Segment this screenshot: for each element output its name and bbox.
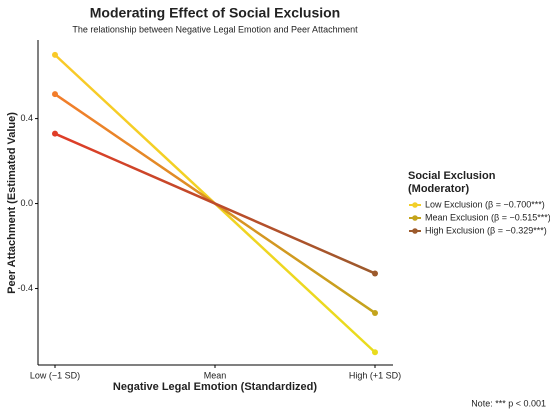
legend-key-dot [412,202,418,208]
legend-key-dot [412,228,418,234]
chart-subtitle: The relationship between Negative Legal … [72,24,358,34]
legend-label: Mean Exclusion (β = −0.515***) [425,212,550,222]
x-tick-label: High (+1 SD) [349,370,401,380]
x-tick-label: Low (−1 SD) [30,370,80,380]
point [372,270,378,277]
chart-title: Moderating Effect of Social Exclusion [90,5,340,21]
x-axis-title: Negative Legal Emotion (Standardized) [113,381,317,393]
x-tick-label: Mean [204,370,227,380]
legend-label: High Exclusion (β = −0.329***) [425,225,547,235]
legend-label: Low Exclusion (β = −0.700***) [425,199,545,209]
note: Note: *** p < 0.001 [471,398,546,408]
legend-title: (Moderator) [408,183,469,195]
point [372,309,378,316]
point [372,349,378,356]
legend-key-dot [412,215,418,221]
point [52,51,58,58]
point [52,130,58,137]
y-tick-label: 0.0 [20,198,33,208]
y-tick-label: 0.4 [20,113,33,123]
point [52,91,58,98]
legend-title: Social Exclusion [408,170,496,182]
y-axis-title: Peer Attachment (Estimated Value) [6,112,18,294]
series-line [54,132,376,275]
y-tick-label: -0.4 [17,283,33,293]
